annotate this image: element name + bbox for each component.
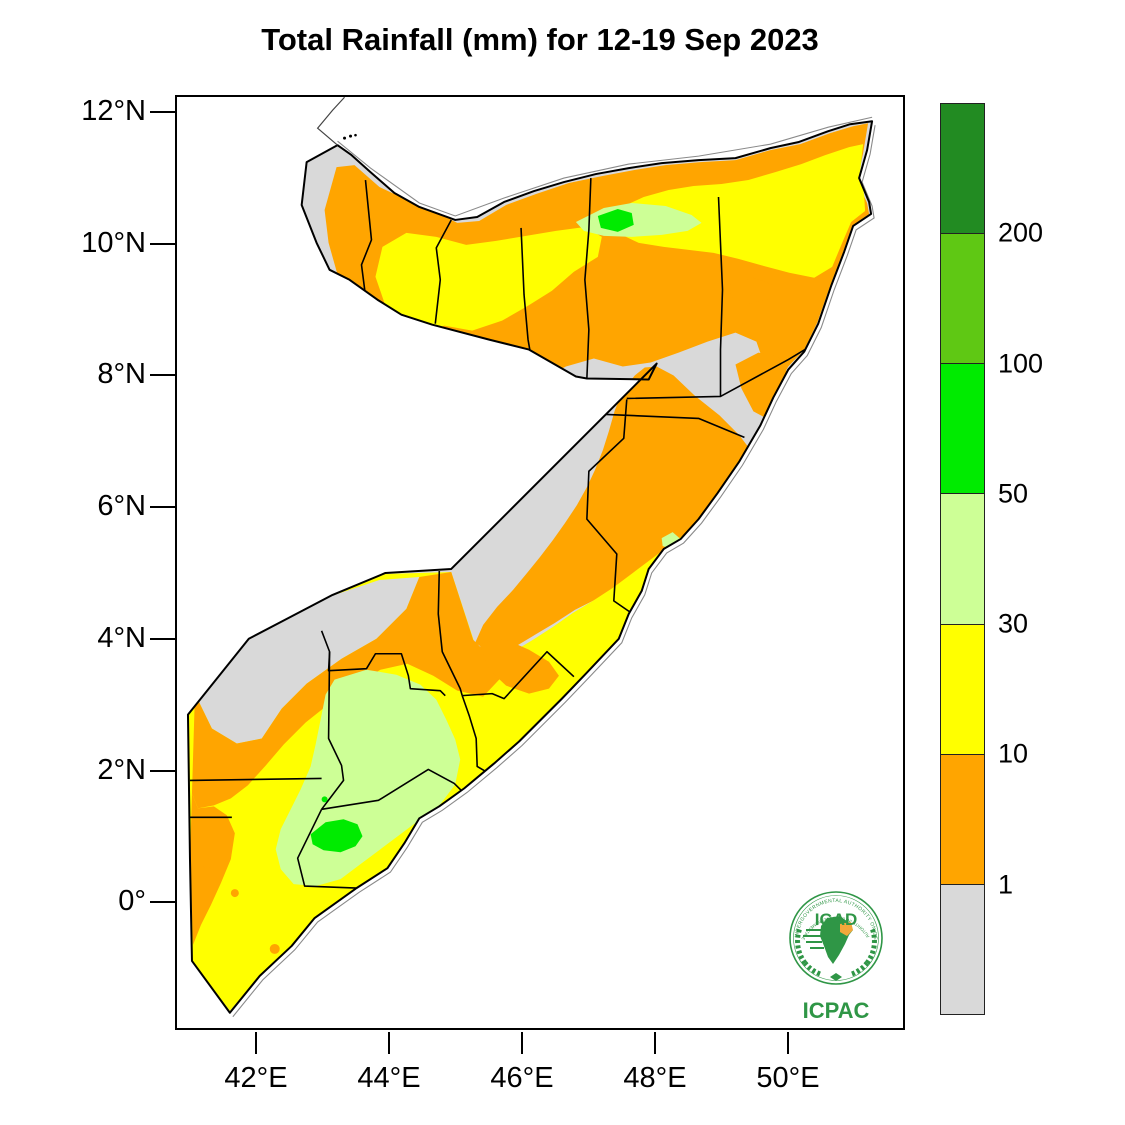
latitude-tick [150, 901, 175, 903]
longitude-tick [521, 1032, 523, 1054]
legend-band-50-100 [941, 363, 984, 493]
legend-band-30-50 [941, 493, 984, 623]
longitude-tick-label: 44°E [329, 1062, 449, 1095]
longitude-tick [388, 1032, 390, 1054]
longitude-tick-label: 50°E [728, 1062, 848, 1095]
legend-band-10-30 [941, 624, 984, 754]
latitude-tick-label: 2°N [36, 754, 146, 787]
latitude-tick-label: 6°N [36, 490, 146, 523]
latitude-tick-label: 0° [36, 885, 146, 918]
latitude-tick [150, 506, 175, 508]
longitude-tick [787, 1032, 789, 1054]
legend-band-1-10 [941, 754, 984, 884]
latitude-tick [150, 770, 175, 772]
legend-threshold-label: 30 [998, 609, 1028, 640]
latitude-tick-label: 8°N [36, 358, 146, 391]
legend-threshold-label: 200 [998, 218, 1043, 249]
igad-icpac-logo: INTERGOVERNMENTAL AUTHORITY ON DEVELOPME… [772, 878, 912, 1023]
rainfall-map-page: Total Rainfall (mm) for 12-19 Sep 2023 1… [0, 0, 1125, 1125]
igad-emblem: INTERGOVERNMENTAL AUTHORITY ON DEVELOPME… [772, 878, 882, 984]
logo-sub: ICPAC [803, 998, 870, 1023]
longitude-tick-label: 48°E [595, 1062, 715, 1095]
longitude-tick-label: 46°E [462, 1062, 582, 1095]
legend-threshold-label: 10 [998, 739, 1028, 770]
latitude-tick-label: 10°N [36, 227, 146, 260]
legend-band-above-200 [941, 104, 984, 233]
legend-band-100-200 [941, 233, 984, 363]
legend-band-below-1 [941, 884, 984, 1014]
neighbor-coast [318, 97, 357, 145]
legend-threshold-label: 1 [998, 869, 1013, 900]
latitude-tick-label: 12°N [36, 95, 146, 128]
latitude-tick [150, 638, 175, 640]
longitude-tick-label: 42°E [196, 1062, 316, 1095]
rainfall-legend-colorbar [940, 103, 985, 1015]
legend-threshold-label: 100 [998, 348, 1043, 379]
latitude-tick-label: 4°N [36, 622, 146, 655]
page-title: Total Rainfall (mm) for 12-19 Sep 2023 [175, 22, 905, 58]
longitude-tick [255, 1032, 257, 1054]
latitude-tick [150, 111, 175, 113]
latitude-tick [150, 374, 175, 376]
latitude-tick [150, 243, 175, 245]
logo-acronym: IGAD [815, 910, 858, 929]
legend-threshold-label: 50 [998, 478, 1028, 509]
longitude-tick [654, 1032, 656, 1054]
